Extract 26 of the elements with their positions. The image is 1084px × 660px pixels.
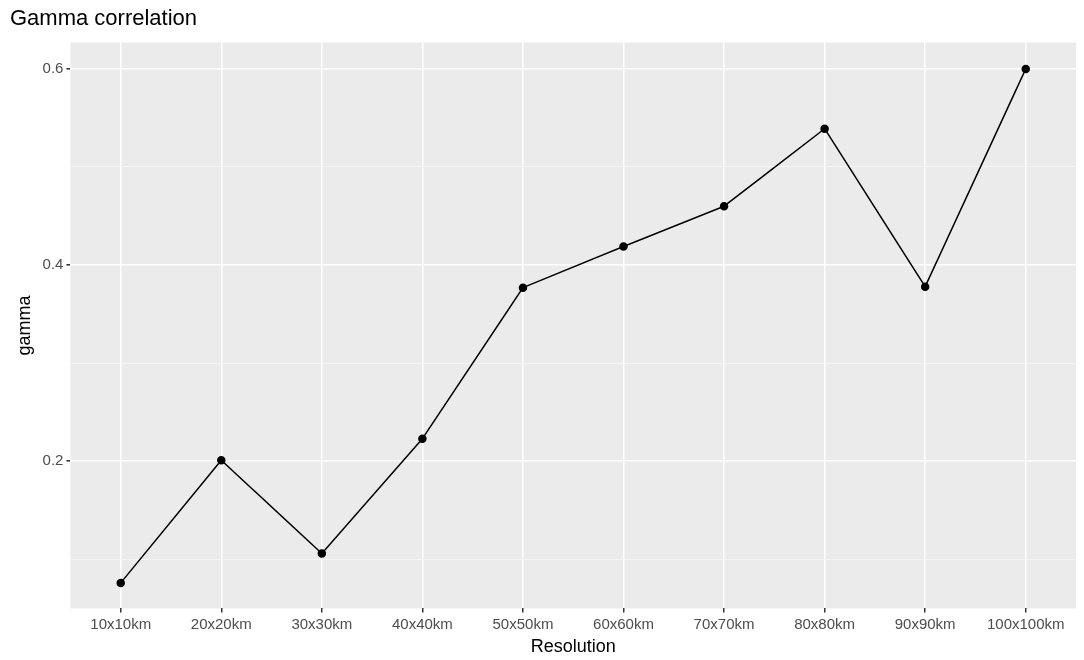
x-tick-label: 30x30km bbox=[291, 614, 353, 632]
point bbox=[920, 282, 930, 291]
x-tick-label: 50x50km bbox=[492, 614, 554, 632]
x-tick-label: 70x70km bbox=[693, 614, 755, 632]
point bbox=[820, 124, 829, 133]
x-tick-label: 10x10km bbox=[90, 614, 152, 632]
chart-title: Gamma correlation bbox=[10, 5, 198, 31]
y-tick-label: 0.6 bbox=[42, 59, 64, 77]
point bbox=[619, 242, 628, 251]
x-axis-title: Resolution bbox=[530, 636, 616, 657]
x-tick-label: 20x20km bbox=[190, 614, 252, 632]
point bbox=[217, 456, 226, 465]
point bbox=[418, 434, 427, 443]
point bbox=[116, 578, 125, 588]
point bbox=[719, 201, 729, 211]
y-tick-label: 0.2 bbox=[42, 451, 64, 469]
point bbox=[518, 283, 528, 292]
x-tick-label: 40x40km bbox=[391, 614, 453, 632]
x-tick-label: 80x80km bbox=[794, 614, 856, 632]
x-tick-label: 100x100km bbox=[986, 614, 1065, 632]
point bbox=[1021, 64, 1030, 74]
point bbox=[317, 549, 327, 558]
y-tick-label: 0.4 bbox=[42, 255, 64, 273]
x-tick-label: 90x90km bbox=[894, 614, 956, 632]
x-tick-label: 60x60km bbox=[593, 614, 654, 632]
y-axis-title: gamma bbox=[13, 294, 34, 356]
